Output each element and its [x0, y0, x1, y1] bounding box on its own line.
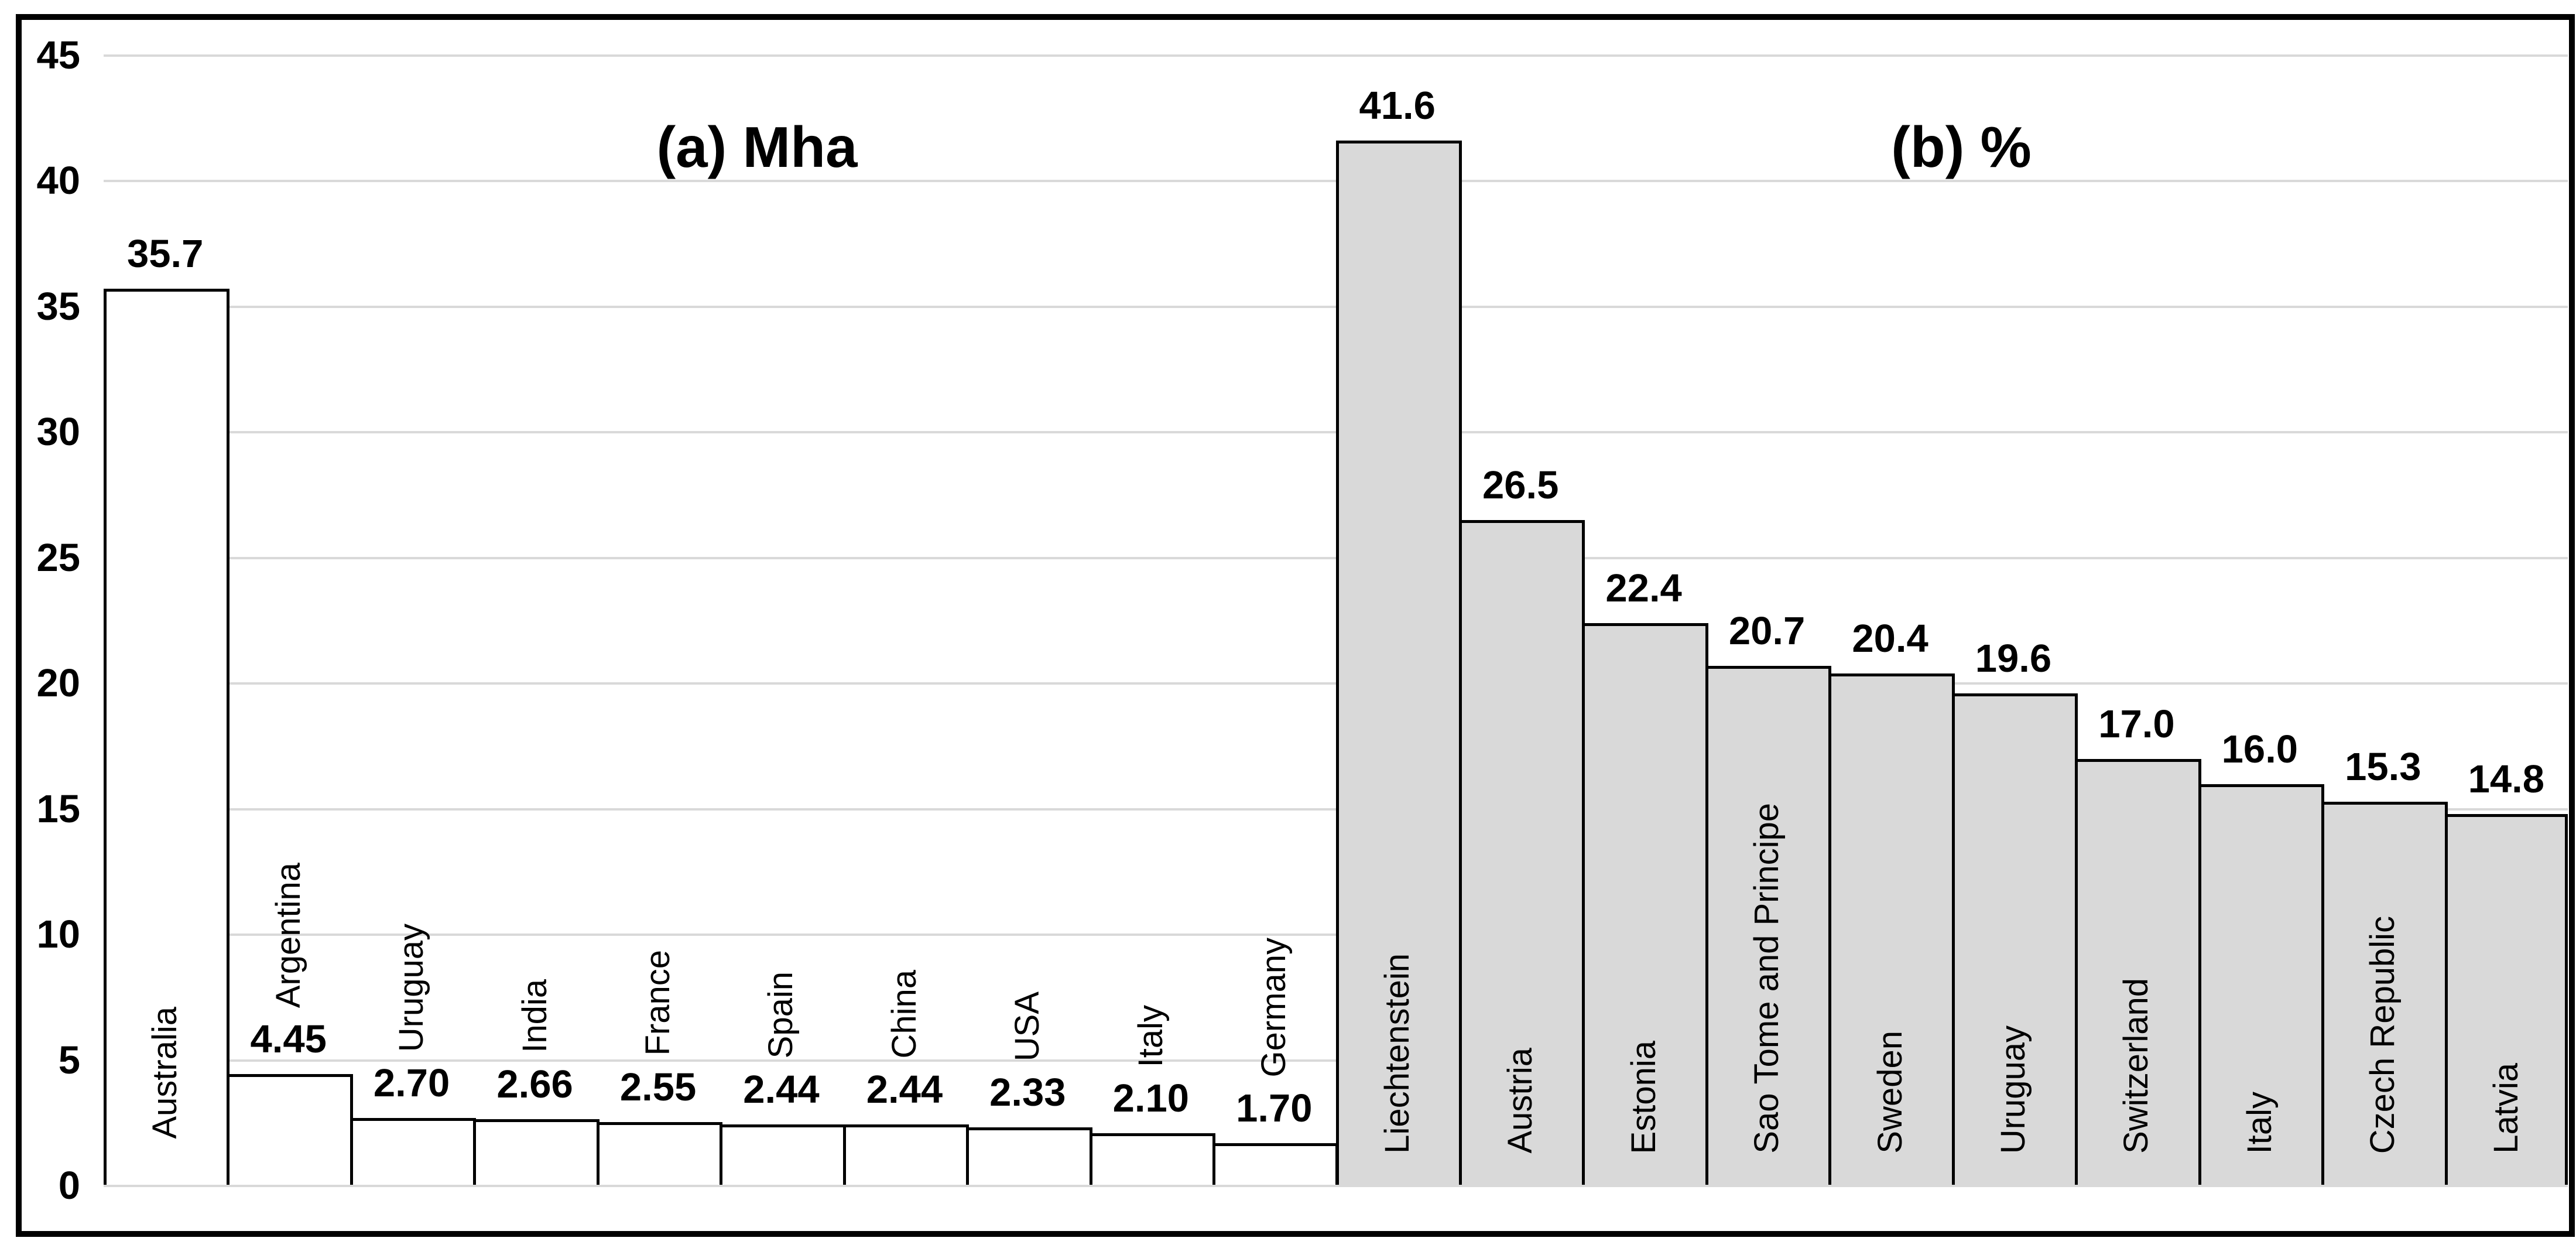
bar-china — [842, 1124, 970, 1186]
y-tick-label-20: 20 — [36, 661, 80, 705]
y-tick-label-10: 10 — [36, 912, 80, 956]
bar-value-label: 41.6 — [1359, 84, 1436, 128]
baseline — [104, 1185, 2568, 1187]
bar-country-label: Uruguay — [392, 923, 431, 1052]
bar-value-label: 20.4 — [1852, 616, 1928, 661]
bar-country-label: Australia — [146, 1007, 184, 1139]
bar-country-label: India — [515, 979, 554, 1053]
y-tick-label-15: 15 — [36, 787, 80, 831]
bar-country-label: France — [639, 950, 677, 1056]
bar-value-label: 35.7 — [127, 232, 204, 276]
bar-country-label: Spain — [762, 971, 800, 1059]
bar-value-label: 14.8 — [2468, 757, 2544, 802]
bar-estonia — [1582, 623, 1708, 1186]
bar-country-label: Germany — [1255, 937, 1293, 1078]
bar-value-label: 2.55 — [619, 1065, 697, 1109]
bar-country-label: Italy — [2240, 1091, 2279, 1154]
bar-italy — [1089, 1133, 1216, 1186]
y-tick-label-0: 0 — [58, 1164, 80, 1208]
bar-country-label: Italy — [1131, 1004, 1170, 1067]
bar-country-label: USA — [1008, 991, 1047, 1062]
bar-country-label: Sao Tome and Principe — [1748, 803, 1786, 1154]
bar-australia — [104, 289, 230, 1186]
bar-sao-tome-and-principe — [1705, 665, 1832, 1186]
bar-liechtenstein — [1335, 141, 1462, 1186]
bar-country-label: Sweden — [1871, 1031, 1909, 1154]
y-tick-label-40: 40 — [36, 159, 80, 203]
y-tick-label-30: 30 — [36, 410, 80, 454]
bar-country-label: Uruguay — [1993, 1025, 2032, 1154]
y-tick-label-35: 35 — [36, 284, 80, 329]
bar-value-label: 22.4 — [1605, 566, 1682, 611]
bar-usa — [966, 1127, 1092, 1186]
bar-value-label: 16.0 — [2221, 727, 2298, 771]
bar-germany — [1212, 1143, 1339, 1186]
bar-country-label: Argentina — [269, 862, 307, 1008]
bar-value-label: 20.7 — [1728, 608, 1806, 653]
bar-value-label: 2.33 — [989, 1071, 1066, 1115]
bar-country-label: Liechtenstein — [1378, 953, 1416, 1154]
bar-austria — [1458, 520, 1585, 1186]
gridline-45 — [104, 54, 2568, 57]
bar-value-label: 17.0 — [2098, 702, 2175, 746]
bar-india — [473, 1119, 600, 1186]
bar-country-label: Czech Republic — [2363, 915, 2402, 1154]
bar-country-label: Estonia — [1624, 1040, 1663, 1154]
bar-value-label: 2.44 — [743, 1068, 820, 1112]
bar-value-label: 2.70 — [373, 1061, 450, 1106]
panel-a-title: (a) Mha — [656, 115, 858, 179]
bar-value-label: 2.66 — [496, 1062, 573, 1106]
bar-spain — [720, 1124, 846, 1186]
bar-country-label: China — [885, 969, 923, 1059]
bar-argentina — [227, 1074, 353, 1186]
bar-country-label: Austria — [1501, 1048, 1540, 1154]
bar-value-label: 2.10 — [1112, 1076, 1190, 1120]
bar-country-label: Switzerland — [2117, 978, 2156, 1154]
panel-b-title: (b) % — [1891, 115, 2032, 179]
bar-latvia — [2444, 814, 2568, 1186]
bar-country-label: Latvia — [2486, 1063, 2525, 1154]
y-tick-label-45: 45 — [36, 33, 80, 77]
y-tick-label-25: 25 — [36, 535, 80, 580]
bar-france — [596, 1122, 723, 1186]
bar-value-label: 2.44 — [866, 1068, 943, 1112]
bar-value-label: 19.6 — [1975, 637, 2052, 681]
bar-value-label: 26.5 — [1482, 463, 1559, 508]
y-tick-label-5: 5 — [58, 1038, 80, 1082]
bar-uruguay — [350, 1118, 477, 1186]
bar-value-label: 15.3 — [2345, 744, 2421, 789]
bar-value-label: 1.70 — [1236, 1086, 1313, 1131]
bar-value-label: 4.45 — [250, 1017, 327, 1062]
